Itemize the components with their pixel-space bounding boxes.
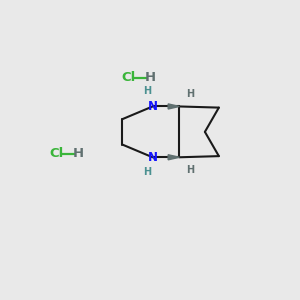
Polygon shape	[168, 104, 179, 109]
Polygon shape	[168, 155, 179, 160]
Text: Cl: Cl	[49, 147, 63, 160]
Text: H: H	[73, 147, 84, 160]
Text: H: H	[145, 71, 156, 84]
Text: H: H	[186, 89, 194, 99]
Text: H: H	[143, 167, 151, 177]
Text: Cl: Cl	[121, 71, 135, 84]
Text: N: N	[148, 100, 158, 113]
Text: N: N	[148, 151, 158, 164]
Text: H: H	[143, 86, 151, 96]
Text: H: H	[186, 165, 194, 175]
